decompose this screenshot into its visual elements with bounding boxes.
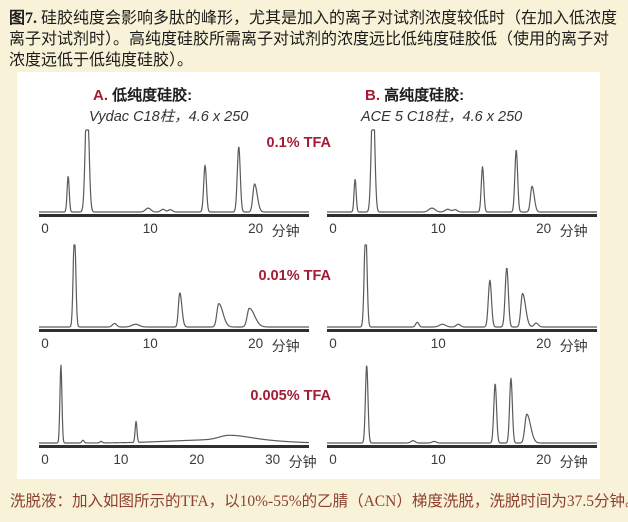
- column-a-title: 低纯度硅胶:: [112, 87, 193, 104]
- x-axis-line: [39, 329, 309, 332]
- x-axis-tick-labels: 0 10 20 分钟: [39, 218, 309, 240]
- x-axis-line: [39, 214, 309, 217]
- tick-label: 20: [248, 336, 264, 351]
- tick-label: 10: [430, 452, 446, 467]
- column-a-subtitle: Vydac C18柱，4.6 x 250: [89, 109, 249, 125]
- chromatogram-plot-B2: [327, 244, 597, 332]
- signal-trace: [39, 364, 309, 444]
- tick-label: 0: [329, 336, 337, 351]
- tick-label: 20: [536, 336, 552, 351]
- tick-label: 20: [536, 221, 552, 236]
- chromatogram-b3: 0 10 20 分钟: [327, 359, 605, 473]
- x-axis-line: [39, 445, 309, 448]
- chromatogram-plot-A3: [39, 364, 309, 448]
- chromatogram-a3: 0.005% TFA 0 10 20 30 分钟: [39, 359, 331, 473]
- tick-label: 10: [430, 336, 446, 351]
- signal-trace: [327, 244, 597, 328]
- tick-label: 10: [430, 221, 446, 236]
- figure-caption: 图7. 硅胶纯度会影响多肽的峰形，尤其是加入的离子对试剂浓度较低时（在加入低浓度…: [9, 8, 621, 71]
- chromatogram-a1: 0.1% TFA 0 10 20 分钟: [39, 128, 331, 242]
- x-axis-tick-labels: 0 10 20 分钟: [327, 333, 597, 355]
- tick-label: 0: [329, 452, 337, 467]
- tick-label: 0: [41, 221, 49, 236]
- column-b-header: B. 高纯度硅胶:: [365, 84, 464, 105]
- x-axis-line: [327, 214, 597, 217]
- column-b-letter: B.: [365, 87, 380, 104]
- chromatogram-plot-A2: [39, 244, 309, 332]
- column-a-letter: A.: [93, 87, 108, 104]
- signal-trace: [327, 129, 597, 213]
- x-axis-tick-labels: 0 10 20 分钟: [327, 218, 597, 240]
- signal-trace: [327, 365, 597, 444]
- column-low-purity: A. 低纯度硅胶: Vydac C18柱，4.6 x 250 0.1% TFA …: [17, 72, 331, 479]
- tick-label: 0: [41, 452, 49, 467]
- tick-label: 20: [189, 452, 205, 467]
- figure-caption-text: 硅胶纯度会影响多肽的峰形，尤其是加入的离子对试剂浓度较低时（在加入低浓度离子对试…: [9, 10, 618, 69]
- column-a-header: A. 低纯度硅胶:: [93, 84, 192, 105]
- x-axis-unit-label: 分钟: [288, 456, 317, 471]
- tick-label: 10: [142, 221, 158, 236]
- x-axis-tick-labels: 0 10 20 分钟: [327, 449, 597, 471]
- column-b-title: 高纯度硅胶:: [384, 87, 465, 104]
- column-b-subtitle: ACE 5 C18柱，4.6 x 250: [361, 109, 523, 125]
- x-axis-unit-label: 分钟: [271, 225, 300, 240]
- x-axis-line: [327, 329, 597, 332]
- figure-panel: A. 低纯度硅胶: Vydac C18柱，4.6 x 250 0.1% TFA …: [17, 72, 600, 479]
- tick-label: 30: [265, 452, 281, 467]
- x-axis-tick-labels: 0 10 20 30 分钟: [39, 449, 316, 471]
- tfa-label-a1: 0.1% TFA: [266, 135, 331, 151]
- x-axis-line: [327, 445, 597, 448]
- x-axis-unit-label: 分钟: [559, 456, 588, 471]
- chromatogram-plot-B1: [327, 129, 597, 217]
- tick-label: 20: [536, 452, 552, 467]
- tick-label: 0: [41, 336, 49, 351]
- x-axis-unit-label: 分钟: [271, 340, 300, 355]
- tick-label: 20: [248, 221, 264, 236]
- chromatogram-plot-B3: [327, 365, 597, 448]
- chromatogram-plot-A1: [39, 129, 309, 217]
- signal-trace: [39, 129, 309, 213]
- tfa-label-a3: 0.005% TFA: [250, 388, 331, 404]
- column-high-purity: B. 高纯度硅胶: ACE 5 C18柱，4.6 x 250 0 10 20 分钟 0…: [309, 72, 600, 479]
- tick-label: 10: [113, 452, 129, 467]
- signal-trace: [39, 244, 309, 328]
- eluent-note: 洗脱液：加入如图所示的TFA，以10%-55%的乙腈（ACN）梯度洗脱，洗脱时间…: [10, 493, 628, 510]
- chromatogram-b2: 0 10 20 分钟: [327, 243, 605, 357]
- x-axis-unit-label: 分钟: [559, 225, 588, 240]
- tfa-label-a2: 0.01% TFA: [258, 268, 331, 284]
- chromatogram-b1: 0 10 20 分钟: [327, 128, 605, 242]
- x-axis-tick-labels: 0 10 20 分钟: [39, 333, 309, 355]
- tick-label: 10: [142, 336, 158, 351]
- figure-number: 图7.: [9, 10, 38, 27]
- chromatogram-a2: 0.01% TFA 0 10 20 分钟: [39, 243, 331, 357]
- tick-label: 0: [329, 221, 337, 236]
- x-axis-unit-label: 分钟: [559, 340, 588, 355]
